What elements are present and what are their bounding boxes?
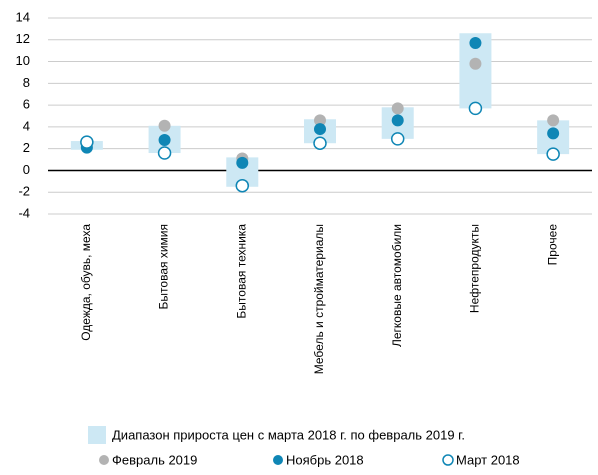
y-tick-label: -4 <box>18 205 30 220</box>
dot <box>469 57 482 70</box>
x-tick-label: Легковые автомобили <box>390 224 404 347</box>
dot <box>547 114 560 127</box>
dot <box>80 135 94 149</box>
legend-marker <box>99 455 109 465</box>
dot <box>236 156 249 169</box>
dot <box>391 114 404 127</box>
legend-label: Диапазон прироста цен с марта 2018 г. по… <box>112 427 465 442</box>
dot <box>547 127 560 140</box>
dot <box>390 132 405 146</box>
x-tick-label: Прочее <box>545 224 559 266</box>
x-tick-label: Нефтепродукты <box>468 224 482 313</box>
y-tick-label: 14 <box>16 9 30 24</box>
legend-label: Ноябрь 2018 <box>286 452 364 467</box>
x-tick-label: Бытовая химия <box>157 224 171 309</box>
legend-label: Февраль 2019 <box>112 452 197 467</box>
y-tick-label: 2 <box>23 140 30 155</box>
dot <box>314 123 326 136</box>
legend-label: Март 2018 <box>456 452 520 467</box>
dot <box>314 114 326 127</box>
legend-marker <box>273 455 283 465</box>
dot <box>158 119 171 132</box>
legend-marker <box>442 454 454 466</box>
dot <box>469 37 482 50</box>
y-tick-label: -2 <box>18 184 30 199</box>
y-tick-label: 12 <box>16 31 30 46</box>
dot <box>546 147 560 161</box>
x-tick-label: Одежда, обувь, меха <box>79 224 93 341</box>
y-tick-label: 4 <box>23 118 30 133</box>
dot <box>468 101 483 116</box>
x-tick-label: Мебель и стройматериалы <box>312 224 326 374</box>
y-tick-label: 6 <box>23 97 30 112</box>
y-tick-label: 10 <box>16 53 30 68</box>
dot <box>313 136 327 150</box>
dot <box>157 146 172 160</box>
x-tick-label: Бытовая техника <box>234 224 248 319</box>
y-tick-label: 8 <box>23 75 30 90</box>
dot <box>235 178 250 193</box>
y-tick-label: 0 <box>23 162 30 177</box>
dot <box>391 102 404 115</box>
dot <box>158 133 171 146</box>
legend-swatch <box>88 426 106 444</box>
